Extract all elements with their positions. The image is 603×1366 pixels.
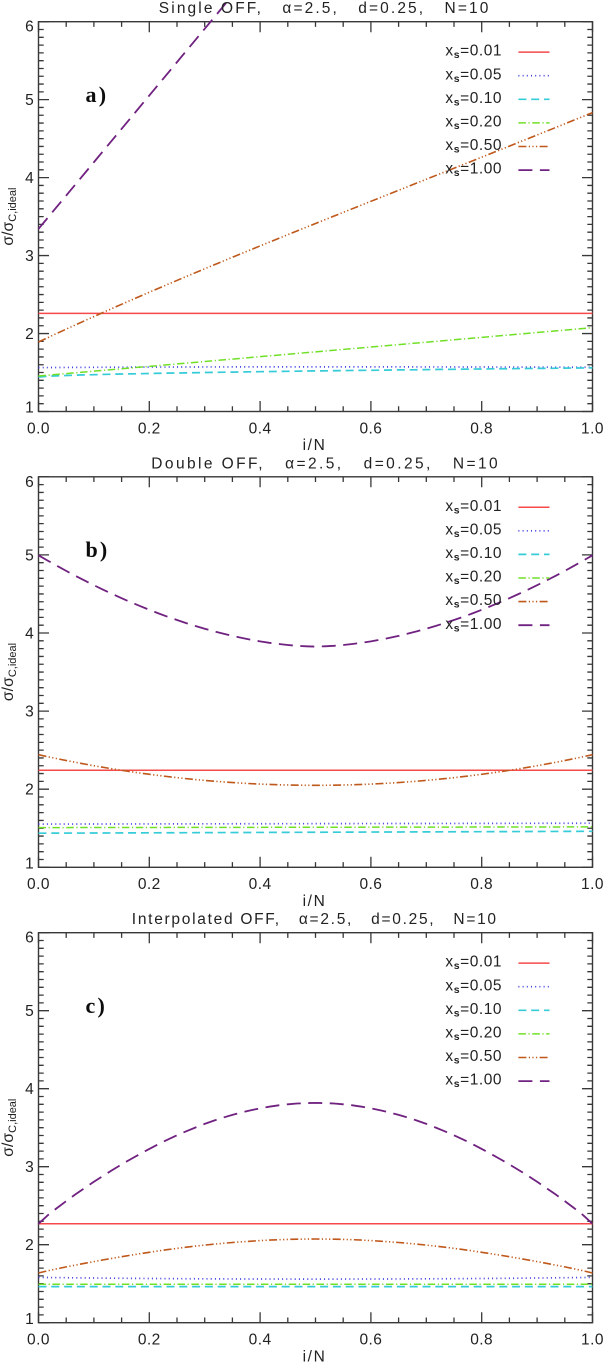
svg-text:0.8: 0.8: [470, 420, 493, 437]
svg-text:3: 3: [25, 248, 34, 265]
svg-text:Interpolated OFF, α=2.5, d: Interpolated OFF, α=2.5, d=0.25, N=10: [132, 911, 498, 928]
svg-text:b): b): [86, 537, 110, 562]
svg-text:xs=0.05: xs=0.05: [445, 977, 502, 996]
svg-text:xs=1.00: xs=1.00: [445, 1072, 502, 1091]
svg-text:1.0: 1.0: [581, 420, 603, 437]
svg-text:xs=1.00: xs=1.00: [445, 161, 502, 180]
svg-text:0.6: 0.6: [359, 420, 382, 437]
svg-text:xs=0.20: xs=0.20: [445, 569, 502, 588]
svg-text:xs=0.50: xs=0.50: [445, 137, 502, 156]
svg-text:1: 1: [25, 1311, 34, 1328]
svg-text:1.0: 1.0: [581, 876, 603, 893]
svg-text:4: 4: [25, 170, 34, 187]
svg-text:4: 4: [25, 625, 34, 642]
svg-text:5: 5: [25, 1003, 34, 1020]
svg-text:0.4: 0.4: [249, 876, 272, 893]
svg-text:xs=1.00: xs=1.00: [445, 616, 502, 635]
svg-text:0.4: 0.4: [249, 420, 272, 437]
svg-text:xs=0.01: xs=0.01: [445, 498, 502, 517]
svg-text:xs=0.50: xs=0.50: [445, 1048, 502, 1067]
svg-text:i/N: i/N: [303, 1348, 327, 1365]
svg-text:0.0: 0.0: [27, 420, 50, 437]
svg-text:xs=0.05: xs=0.05: [445, 521, 502, 540]
svg-text:2: 2: [25, 782, 34, 799]
svg-text:3: 3: [25, 704, 34, 721]
svg-text:i/N: i/N: [303, 893, 327, 910]
svg-text:6: 6: [25, 19, 34, 36]
svg-text:0.0: 0.0: [27, 876, 50, 893]
svg-text:c): c): [86, 993, 108, 1018]
svg-text:0.0: 0.0: [27, 1332, 50, 1349]
svg-text:0.8: 0.8: [470, 1332, 493, 1349]
svg-text:6: 6: [25, 930, 34, 947]
svg-text:0.2: 0.2: [138, 1332, 161, 1349]
svg-text:0.4: 0.4: [249, 1332, 272, 1349]
svg-text:xs=0.50: xs=0.50: [445, 592, 502, 611]
svg-text:xs=0.10: xs=0.10: [445, 1001, 502, 1020]
svg-text:xs=0.20: xs=0.20: [445, 1025, 502, 1044]
svg-text:xs=0.20: xs=0.20: [445, 114, 502, 133]
svg-text:xs=0.10: xs=0.10: [445, 90, 502, 109]
svg-text:xs=0.10: xs=0.10: [445, 545, 502, 564]
svg-text:xs=0.01: xs=0.01: [445, 43, 502, 62]
svg-text:6: 6: [25, 474, 34, 491]
svg-text:xs=0.01: xs=0.01: [445, 954, 502, 973]
svg-text:2: 2: [25, 1237, 34, 1254]
svg-text:0.2: 0.2: [138, 876, 161, 893]
svg-text:4: 4: [25, 1081, 34, 1098]
svg-text:0.2: 0.2: [138, 420, 161, 437]
svg-text:Single OFF, α=2.5, d=0.25,: Single OFF, α=2.5, d=0.25, N=10: [159, 0, 491, 17]
svg-text:5: 5: [25, 92, 34, 109]
svg-text:1: 1: [25, 856, 34, 873]
svg-text:xs=0.05: xs=0.05: [445, 66, 502, 85]
svg-text:1: 1: [25, 400, 34, 417]
svg-text:0.8: 0.8: [470, 876, 493, 893]
svg-text:0.6: 0.6: [359, 1332, 382, 1349]
svg-text:1.0: 1.0: [581, 1332, 603, 1349]
svg-text:5: 5: [25, 547, 34, 564]
svg-text:a): a): [86, 82, 109, 107]
svg-text:3: 3: [25, 1159, 34, 1176]
svg-text:Double OFF, α=2.5, d=0.25,: Double OFF, α=2.5, d=0.25, N=10: [151, 455, 500, 472]
svg-text:i/N: i/N: [303, 437, 327, 454]
svg-text:0.6: 0.6: [359, 876, 382, 893]
svg-text:2: 2: [25, 326, 34, 343]
